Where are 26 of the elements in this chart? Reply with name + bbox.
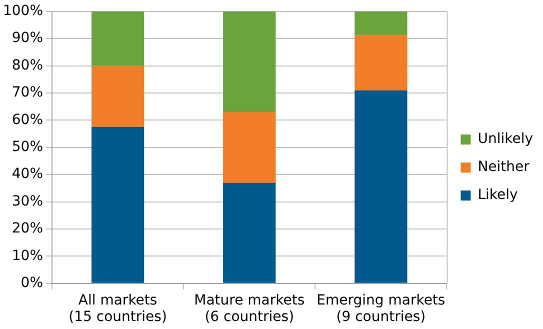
bar xyxy=(91,127,144,283)
y-tick-label: 70% xyxy=(12,84,44,101)
bar xyxy=(223,182,276,283)
y-tick-label: 0% xyxy=(20,275,44,292)
y-tick-label: 40% xyxy=(12,166,44,182)
y-tick-label: 50% xyxy=(12,139,44,156)
y-tick-label: 10% xyxy=(12,248,44,264)
x-tick-label: Emerging markets (9 countries) xyxy=(316,292,446,326)
y-tick-label: 100% xyxy=(2,3,44,20)
y-tick-label: 20% xyxy=(12,220,44,237)
legend-label: Likely xyxy=(478,187,518,204)
bar xyxy=(354,90,408,283)
legend-label: Unlikely xyxy=(478,131,533,148)
bar xyxy=(91,66,144,127)
y-tick-label: 90% xyxy=(12,30,44,46)
x-tick-label: All markets (15 countries) xyxy=(68,292,167,326)
y-tick-label: 60% xyxy=(12,112,44,128)
legend-label: Neither xyxy=(478,159,530,176)
bar xyxy=(91,11,144,66)
bar xyxy=(223,11,276,112)
bar xyxy=(223,112,276,183)
bar xyxy=(354,11,408,35)
x-tick-label: Mature markets (6 countries) xyxy=(194,292,305,326)
y-tick-label: 30% xyxy=(12,193,44,210)
y-tick-label: 80% xyxy=(12,57,44,74)
bar xyxy=(354,34,408,90)
